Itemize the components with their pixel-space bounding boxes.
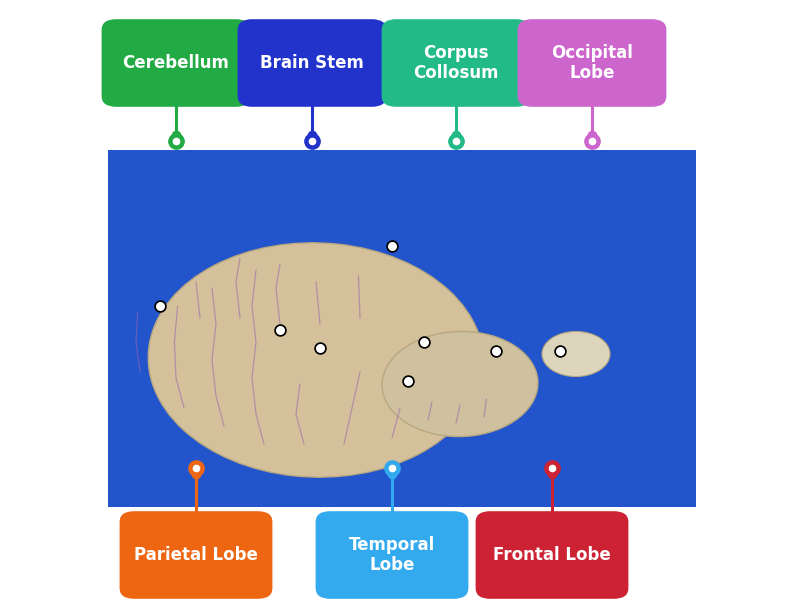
FancyBboxPatch shape [315, 511, 468, 599]
Text: Brain Stem: Brain Stem [260, 54, 364, 72]
FancyBboxPatch shape [382, 19, 530, 107]
Ellipse shape [148, 243, 484, 477]
Text: Parietal Lobe: Parietal Lobe [134, 546, 258, 564]
Text: Occipital
Lobe: Occipital Lobe [551, 44, 633, 82]
FancyBboxPatch shape [238, 19, 386, 107]
FancyBboxPatch shape [102, 19, 250, 107]
FancyBboxPatch shape [475, 511, 628, 599]
FancyBboxPatch shape [120, 511, 272, 599]
Text: Temporal
Lobe: Temporal Lobe [349, 536, 435, 574]
Text: Cerebellum: Cerebellum [122, 54, 230, 72]
Ellipse shape [382, 331, 538, 437]
FancyBboxPatch shape [108, 150, 696, 507]
Text: Corpus
Collosum: Corpus Collosum [414, 44, 498, 82]
Text: Frontal Lobe: Frontal Lobe [493, 546, 611, 564]
FancyBboxPatch shape [518, 19, 666, 107]
Ellipse shape [542, 331, 610, 377]
